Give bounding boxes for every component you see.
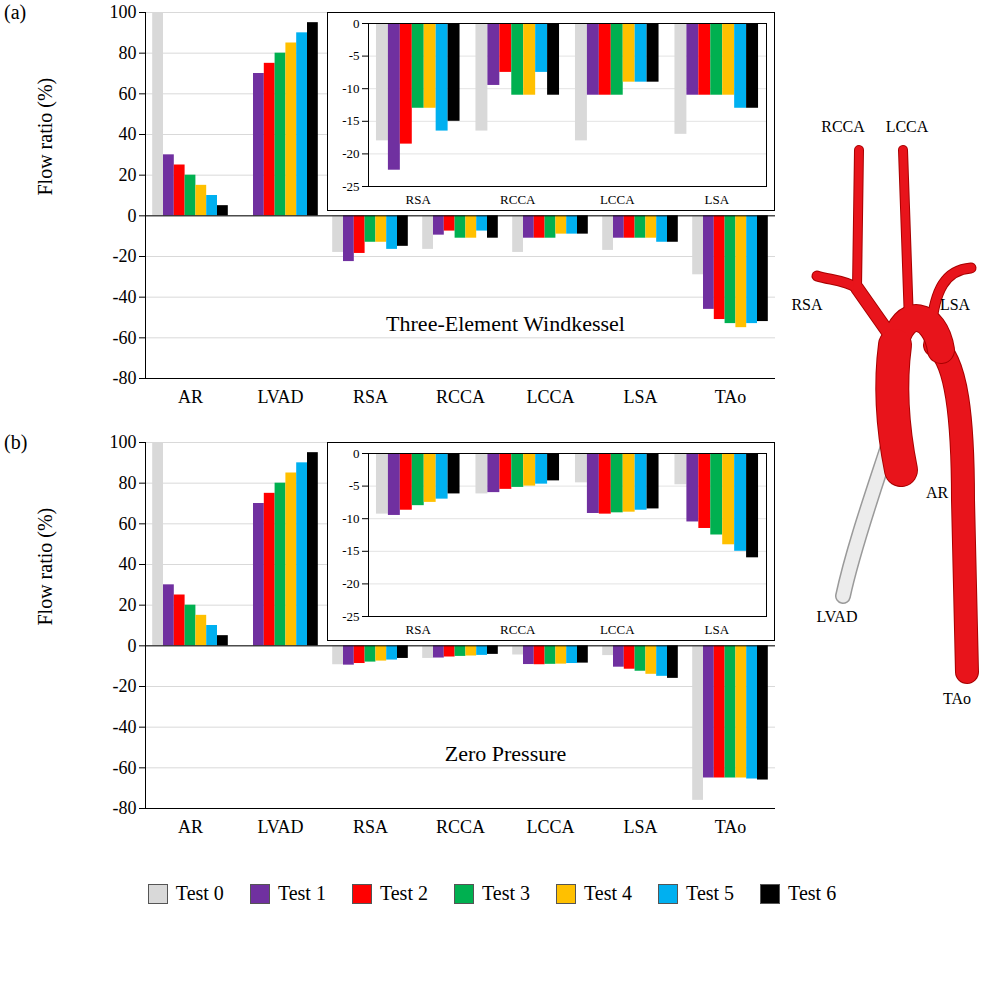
svg-text:40: 40 xyxy=(119,124,137,144)
svg-text:RCCA: RCCA xyxy=(500,192,536,207)
svg-text:RSA: RSA xyxy=(406,622,432,637)
html-text:Test 4: Test 4 xyxy=(584,882,633,904)
svg-text:LVAD: LVAD xyxy=(817,608,858,625)
svg-text:TAo: TAo xyxy=(715,387,747,407)
svg-text:80: 80 xyxy=(119,43,137,63)
svg-text:LCCA: LCCA xyxy=(600,192,635,207)
svg-text:0: 0 xyxy=(128,206,137,226)
svg-text:-10: -10 xyxy=(342,511,359,526)
svg-text:-15: -15 xyxy=(342,543,359,558)
svg-text:0: 0 xyxy=(128,636,137,656)
svg-text:-40: -40 xyxy=(113,717,137,737)
svg-text:-15: -15 xyxy=(342,113,359,128)
svg-text:20: 20 xyxy=(119,165,137,185)
svg-text:TAo: TAo xyxy=(943,690,971,707)
svg-text:RCCA: RCCA xyxy=(821,118,865,135)
svg-text:LCCA: LCCA xyxy=(526,387,574,407)
svg-text:-10: -10 xyxy=(342,81,359,96)
svg-text:AR: AR xyxy=(178,817,203,837)
svg-text:LSA: LSA xyxy=(623,817,657,837)
svg-text:60: 60 xyxy=(119,84,137,104)
svg-text:TAo: TAo xyxy=(715,817,747,837)
svg-text:-80: -80 xyxy=(113,798,137,818)
svg-text:Zero Pressure: Zero Pressure xyxy=(445,741,567,766)
svg-text:LCCA: LCCA xyxy=(886,118,929,135)
svg-text:-20: -20 xyxy=(113,246,137,266)
svg-text:60: 60 xyxy=(119,514,137,534)
svg-text:0: 0 xyxy=(353,446,360,461)
html-text:Test 5: Test 5 xyxy=(686,882,735,904)
svg-text:80: 80 xyxy=(119,473,137,493)
svg-text:Flow ratio (%): Flow ratio (%) xyxy=(34,78,57,196)
svg-text:LSA: LSA xyxy=(704,192,729,207)
svg-text:RCCA: RCCA xyxy=(436,817,485,837)
html-text:Test 2: Test 2 xyxy=(379,882,428,904)
svg-text:AR: AR xyxy=(926,484,949,501)
svg-text:Three-Element Windkessel: Three-Element Windkessel xyxy=(386,311,625,336)
svg-text:-20: -20 xyxy=(342,576,359,591)
svg-text:RCCA: RCCA xyxy=(436,387,485,407)
html-text:(a): (a) xyxy=(4,1,27,23)
html-text:Test 6: Test 6 xyxy=(788,882,837,904)
svg-text:-40: -40 xyxy=(113,287,137,307)
svg-text:RSA: RSA xyxy=(406,192,432,207)
svg-text:-25: -25 xyxy=(342,179,359,194)
svg-text:-5: -5 xyxy=(349,48,360,63)
svg-text:100: 100 xyxy=(110,2,137,22)
svg-text:-25: -25 xyxy=(342,609,359,624)
svg-text:LCCA: LCCA xyxy=(600,622,635,637)
svg-text:LSA: LSA xyxy=(704,622,729,637)
svg-text:LVAD: LVAD xyxy=(257,387,303,407)
svg-text:20: 20 xyxy=(119,595,137,615)
svg-text:0: 0 xyxy=(353,16,360,31)
svg-text:AR: AR xyxy=(178,387,203,407)
svg-text:40: 40 xyxy=(119,554,137,574)
svg-text:-5: -5 xyxy=(349,478,360,493)
svg-text:Flow ratio (%): Flow ratio (%) xyxy=(34,508,57,626)
svg-text:-80: -80 xyxy=(113,368,137,388)
svg-text:-20: -20 xyxy=(113,676,137,696)
html-text:(b): (b) xyxy=(4,431,28,453)
svg-text:RSA: RSA xyxy=(353,817,388,837)
svg-text:-60: -60 xyxy=(113,758,137,778)
svg-text:-60: -60 xyxy=(113,328,137,348)
svg-text:RSA: RSA xyxy=(353,387,388,407)
svg-text:LVAD: LVAD xyxy=(257,817,303,837)
svg-text:100: 100 xyxy=(110,432,137,452)
svg-text:LSA: LSA xyxy=(623,387,657,407)
html-text:Test 3: Test 3 xyxy=(482,882,530,904)
svg-text:RCCA: RCCA xyxy=(500,622,536,637)
svg-text:-20: -20 xyxy=(342,146,359,161)
svg-text:LCCA: LCCA xyxy=(526,817,574,837)
html-text:Test 0: Test 0 xyxy=(175,882,224,904)
svg-text:LSA: LSA xyxy=(940,296,971,313)
html-text:Test 1: Test 1 xyxy=(277,882,326,904)
svg-text:RSA: RSA xyxy=(791,296,823,313)
